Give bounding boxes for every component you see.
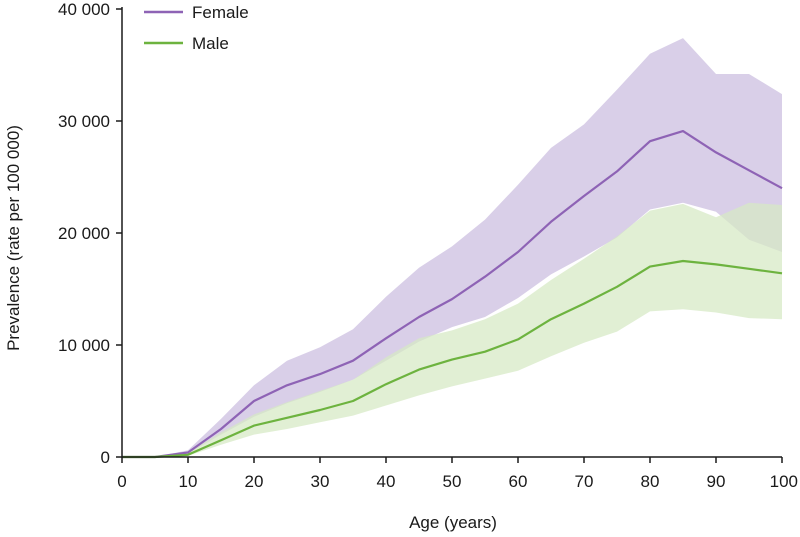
x-tick-label: 50 <box>443 472 462 491</box>
male-data-point <box>385 383 387 385</box>
female-data-point <box>781 187 783 189</box>
x-axis-ticks: 0 10 20 30 40 50 60 70 80 90 100 <box>117 457 798 491</box>
male-data-point <box>253 425 255 427</box>
male-data-point <box>418 369 420 371</box>
female-series-line <box>122 130 783 459</box>
male-data-point <box>781 272 783 274</box>
x-tick-label: 0 <box>117 472 126 491</box>
y-tick-label: 40 000 <box>58 0 110 19</box>
x-tick-label: 10 <box>179 472 198 491</box>
female-data-point <box>451 298 453 300</box>
male-data-point <box>220 439 222 441</box>
female-data-point <box>583 195 585 197</box>
axes: 0 10 000 20 000 30 000 40 000 0 10 20 30 40 50 60 7… <box>58 0 798 491</box>
female-data-point <box>220 428 222 430</box>
y-tick-label: 30 000 <box>58 112 110 131</box>
x-tick-label: 60 <box>509 472 528 491</box>
x-tick-label: 20 <box>245 472 264 491</box>
female-data-point <box>748 169 750 171</box>
female-data-point <box>253 400 255 402</box>
male-data-point <box>286 417 288 419</box>
male-data-point <box>352 400 354 402</box>
x-tick-label: 40 <box>377 472 396 491</box>
male-data-point <box>748 268 750 270</box>
male-data-point <box>451 359 453 361</box>
female-uncertainty-band <box>122 38 782 457</box>
y-axis-title: Prevalence (rate per 100 000) <box>4 125 23 351</box>
male-data-point <box>550 318 552 320</box>
male-data-point <box>583 303 585 305</box>
female-data-point <box>418 316 420 318</box>
male-data-point <box>484 351 486 353</box>
x-tick-label: 70 <box>575 472 594 491</box>
male-series-line <box>122 259 783 459</box>
x-tick-label: 100 <box>770 472 798 491</box>
female-data-point <box>616 170 618 172</box>
male-data-point <box>682 260 684 262</box>
female-data-point <box>484 276 486 278</box>
male-data-point <box>187 454 189 456</box>
y-tick-label: 20 000 <box>58 224 110 243</box>
x-tick-label: 80 <box>641 472 660 491</box>
female-data-point <box>517 251 519 253</box>
y-axis-ticks: 0 10 000 20 000 30 000 40 000 <box>58 0 122 467</box>
x-axis-title: Age (years) <box>409 513 497 532</box>
female-data-point <box>649 140 651 142</box>
female-data-point <box>682 130 684 132</box>
female-data-point <box>715 151 717 153</box>
female-data-point <box>385 337 387 339</box>
series-lines <box>122 130 783 459</box>
male-legend-label: Male <box>192 34 229 53</box>
male-data-point <box>616 286 618 288</box>
female-data-point <box>286 384 288 386</box>
male-data-point <box>517 338 519 340</box>
y-tick-label: 0 <box>101 448 110 467</box>
x-tick-label: 90 <box>707 472 726 491</box>
male-data-point <box>715 263 717 265</box>
y-tick-label: 10 000 <box>58 336 110 355</box>
x-tick-label: 30 <box>311 472 330 491</box>
male-data-point <box>319 409 321 411</box>
legend: Female Male <box>144 3 249 53</box>
female-data-point <box>352 360 354 362</box>
female-data-point <box>187 452 189 454</box>
male-data-point <box>649 266 651 268</box>
male-uncertainty-band <box>122 202 782 457</box>
uncertainty-bands <box>122 38 782 457</box>
female-legend-label: Female <box>192 3 249 22</box>
female-data-point <box>550 221 552 223</box>
female-data-point <box>319 373 321 375</box>
